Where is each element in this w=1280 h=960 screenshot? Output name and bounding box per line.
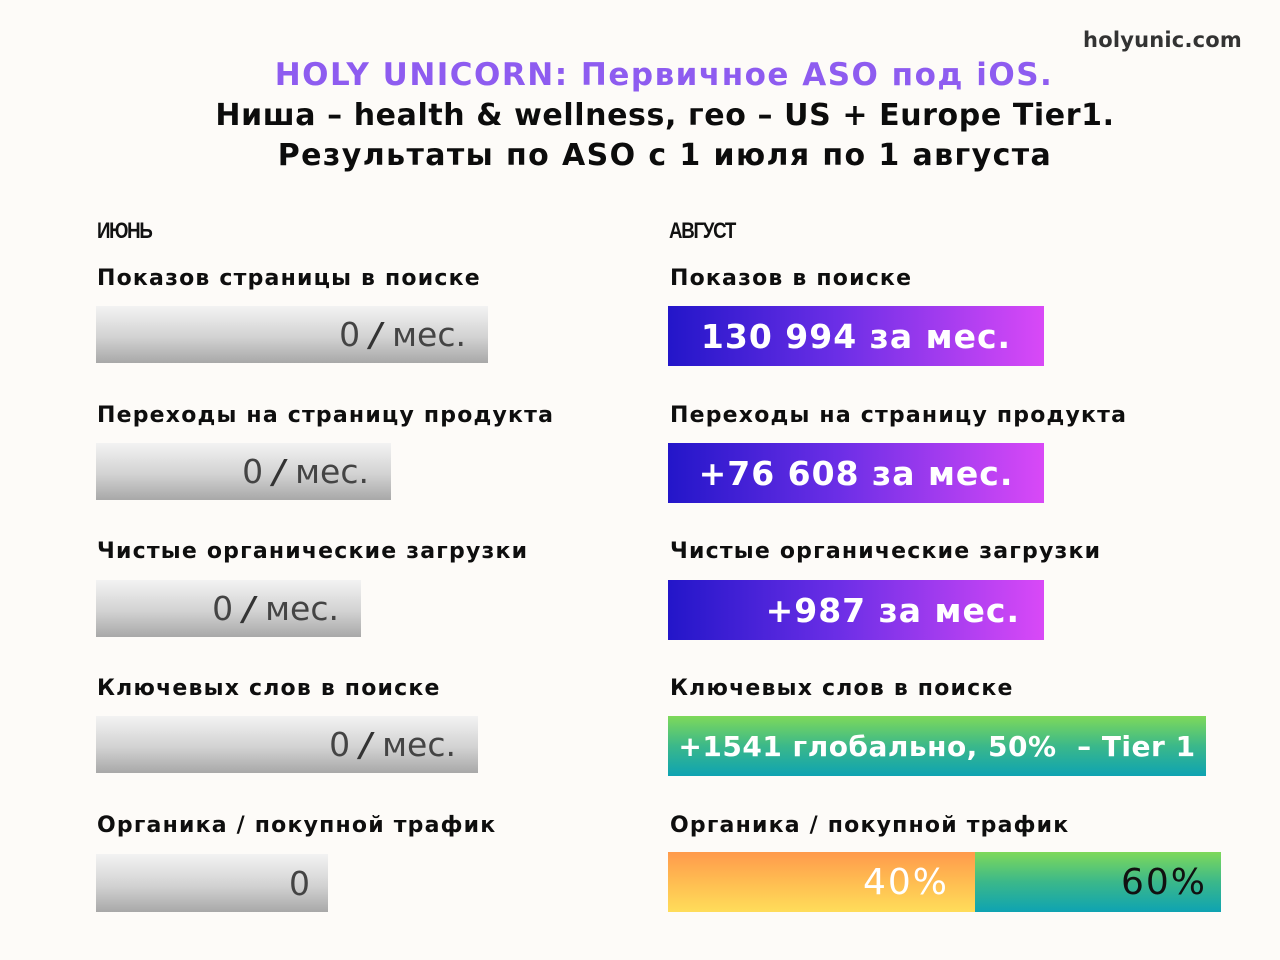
august-label-impressions: Показов в поиске	[670, 266, 913, 291]
site-url: holyunic.com	[1083, 28, 1242, 52]
august-label-page-visits: Переходы на страницу продукта	[670, 403, 1128, 428]
june-bar-impressions: 0/мес.	[96, 306, 488, 363]
june-unit: мес.	[392, 315, 466, 354]
header: HOLY UNICORN: Первичное ASO под iOS. Ниш…	[0, 54, 1280, 176]
june-value: 0	[242, 452, 264, 491]
june-unit: мес.	[382, 725, 456, 764]
june-value: 0	[339, 315, 361, 354]
june-bar-page-visits: 0/мес.	[96, 443, 391, 500]
august-bar-impressions: 130 994 за мес.	[668, 306, 1044, 366]
june-value: 0	[329, 725, 351, 764]
june-value: 0	[289, 863, 310, 903]
june-heading: ИЮНЬ	[97, 218, 153, 243]
june-label-traffic-split: Органика / покупной трафик	[97, 813, 497, 838]
august-heading: АВГУСТ	[669, 218, 736, 243]
slash-separator: /	[365, 315, 387, 354]
august-value: +1541 глобально, 50% – Tier 1	[678, 729, 1196, 763]
paid-percent: 60%	[1120, 861, 1207, 903]
june-unit: мес.	[265, 589, 339, 628]
august-bar-paid-share: 60%	[975, 852, 1221, 912]
june-bar-organic-downloads: 0/мес.	[96, 580, 361, 637]
june-label-keywords: Ключевых слов в поиске	[97, 676, 441, 701]
august-label-keywords: Ключевых слов в поиске	[670, 676, 1014, 701]
slash-separator: /	[355, 725, 377, 764]
organic-percent: 40%	[862, 861, 949, 903]
august-value: +987 за мес.	[765, 590, 1020, 630]
june-label-organic-downloads: Чистые органические загрузки	[97, 539, 529, 564]
august-label-organic-downloads: Чистые органические загрузки	[670, 539, 1102, 564]
august-label-traffic-split: Органика / покупной трафик	[670, 813, 1070, 838]
slash-separator: /	[268, 452, 290, 491]
june-value: 0	[212, 589, 234, 628]
august-bar-keywords: +1541 глобально, 50% – Tier 1	[668, 716, 1206, 776]
june-bar-traffic-split: 0	[96, 854, 328, 912]
june-label-impressions: Показов страницы в поиске	[97, 266, 481, 291]
slash-separator: /	[238, 589, 260, 628]
june-bar-keywords: 0/мес.	[96, 716, 478, 773]
august-value: +76 608 за мес.	[698, 453, 1014, 493]
june-unit: мес.	[295, 452, 369, 491]
june-label-page-visits: Переходы на страницу продукта	[97, 403, 555, 428]
august-bar-page-visits: +76 608 за мес.	[668, 443, 1044, 503]
page-title: HOLY UNICORN: Первичное ASO под iOS.	[274, 57, 1054, 93]
august-value: 130 994 за мес.	[700, 316, 1012, 356]
august-bar-organic-share: 40%	[668, 852, 975, 912]
page-subtitle: Ниша – health & wellness, гео – US + Eur…	[215, 98, 1115, 133]
august-bar-organic-downloads: +987 за мес.	[668, 580, 1044, 640]
period-caption: Результаты по ASO с 1 июля по 1 августа	[277, 138, 1053, 173]
